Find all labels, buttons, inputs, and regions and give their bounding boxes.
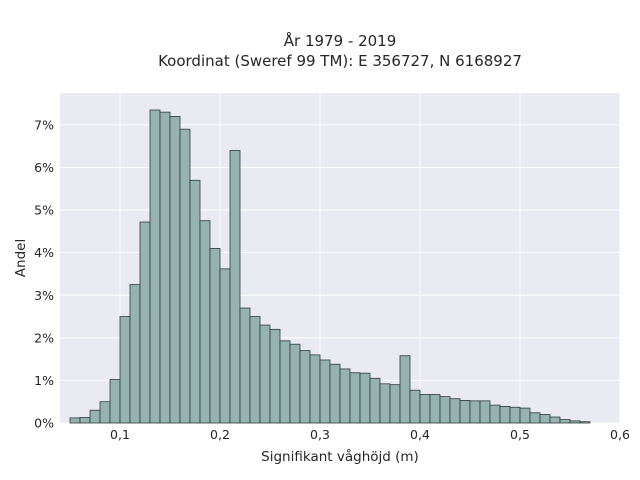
histogram-bar [359,372,371,424]
histogram-bar [499,405,511,424]
histogram-bar [529,412,541,424]
histogram-bar [399,355,411,424]
x-tick-label: 0,6 [610,427,630,442]
histogram-bar [109,379,121,424]
y-axis-label: Andel [13,239,29,277]
histogram-bar [129,284,141,424]
histogram-bar [559,419,571,424]
x-axis-ticks: 0,1 0,2 0,3 0,4 0,5 0,6 [110,427,630,442]
histogram-bar [369,377,381,424]
histogram-bar [139,221,151,424]
y-tick-label: 1% [34,373,54,388]
histogram-bar [319,359,331,424]
histogram-bar [289,343,301,424]
histogram-bar [99,401,111,424]
histogram-bar [389,384,401,424]
histogram-bar [79,417,91,424]
x-tick-label: 0,4 [410,427,430,442]
histogram-bar [299,350,311,424]
histogram-bar [189,179,201,424]
x-tick-label: 0,2 [210,427,230,442]
histogram-bar [149,109,161,424]
histogram-bar [579,421,591,424]
y-tick-label: 0% [34,416,54,431]
histogram-bar [469,400,481,424]
histogram-bar [119,316,131,424]
histogram-bar [169,116,181,424]
histogram-bar [439,396,451,424]
histogram-bar [509,406,521,424]
histogram-bar [489,404,501,424]
x-tick-label: 0,5 [510,427,530,442]
histogram-bar [349,372,361,424]
y-tick-label: 3% [34,288,54,303]
histogram-bars [69,109,591,424]
histogram-bar [89,409,101,424]
x-tick-label: 0,1 [110,427,130,442]
histogram-bar [179,128,191,424]
histogram-bar [69,417,81,424]
x-axis-label: Signifikant våghöjd (m) [261,448,419,465]
histogram-bar [219,268,231,424]
chart-title-line1: År 1979 - 2019 [284,31,397,50]
histogram-bar [379,383,391,424]
histogram-bar [159,111,171,424]
y-tick-label: 5% [34,203,54,218]
x-tick-label: 0,3 [310,427,330,442]
histogram-bar [329,363,341,424]
histogram-bar [569,420,581,424]
histogram-bar [339,368,351,424]
histogram-bar [429,394,441,424]
histogram-bar [519,407,531,424]
y-axis-ticks: 0% 1% 2% 3% 4% 5% 6% 7% [34,117,54,430]
histogram-bar [449,398,461,424]
histogram-bar [279,340,291,424]
histogram-bar [419,394,431,424]
histogram-bar [479,400,491,424]
histogram-bar [269,328,281,424]
histogram-bar [259,324,271,424]
y-tick-label: 7% [34,117,54,132]
chart-title-line2: Koordinat (Sweref 99 TM): E 356727, N 61… [158,52,522,70]
y-tick-label: 6% [34,160,54,175]
histogram-bar [249,316,261,424]
y-tick-label: 4% [34,245,54,260]
histogram-bar [549,416,561,424]
histogram-bar [229,150,241,424]
histogram-bar [199,220,211,424]
histogram-bar [409,389,421,424]
histogram-bar [539,414,551,424]
histogram-bar [209,248,221,424]
histogram-bar [459,400,471,424]
y-tick-label: 2% [34,330,54,345]
histogram-bar [309,354,321,424]
histogram-bar [239,307,251,424]
